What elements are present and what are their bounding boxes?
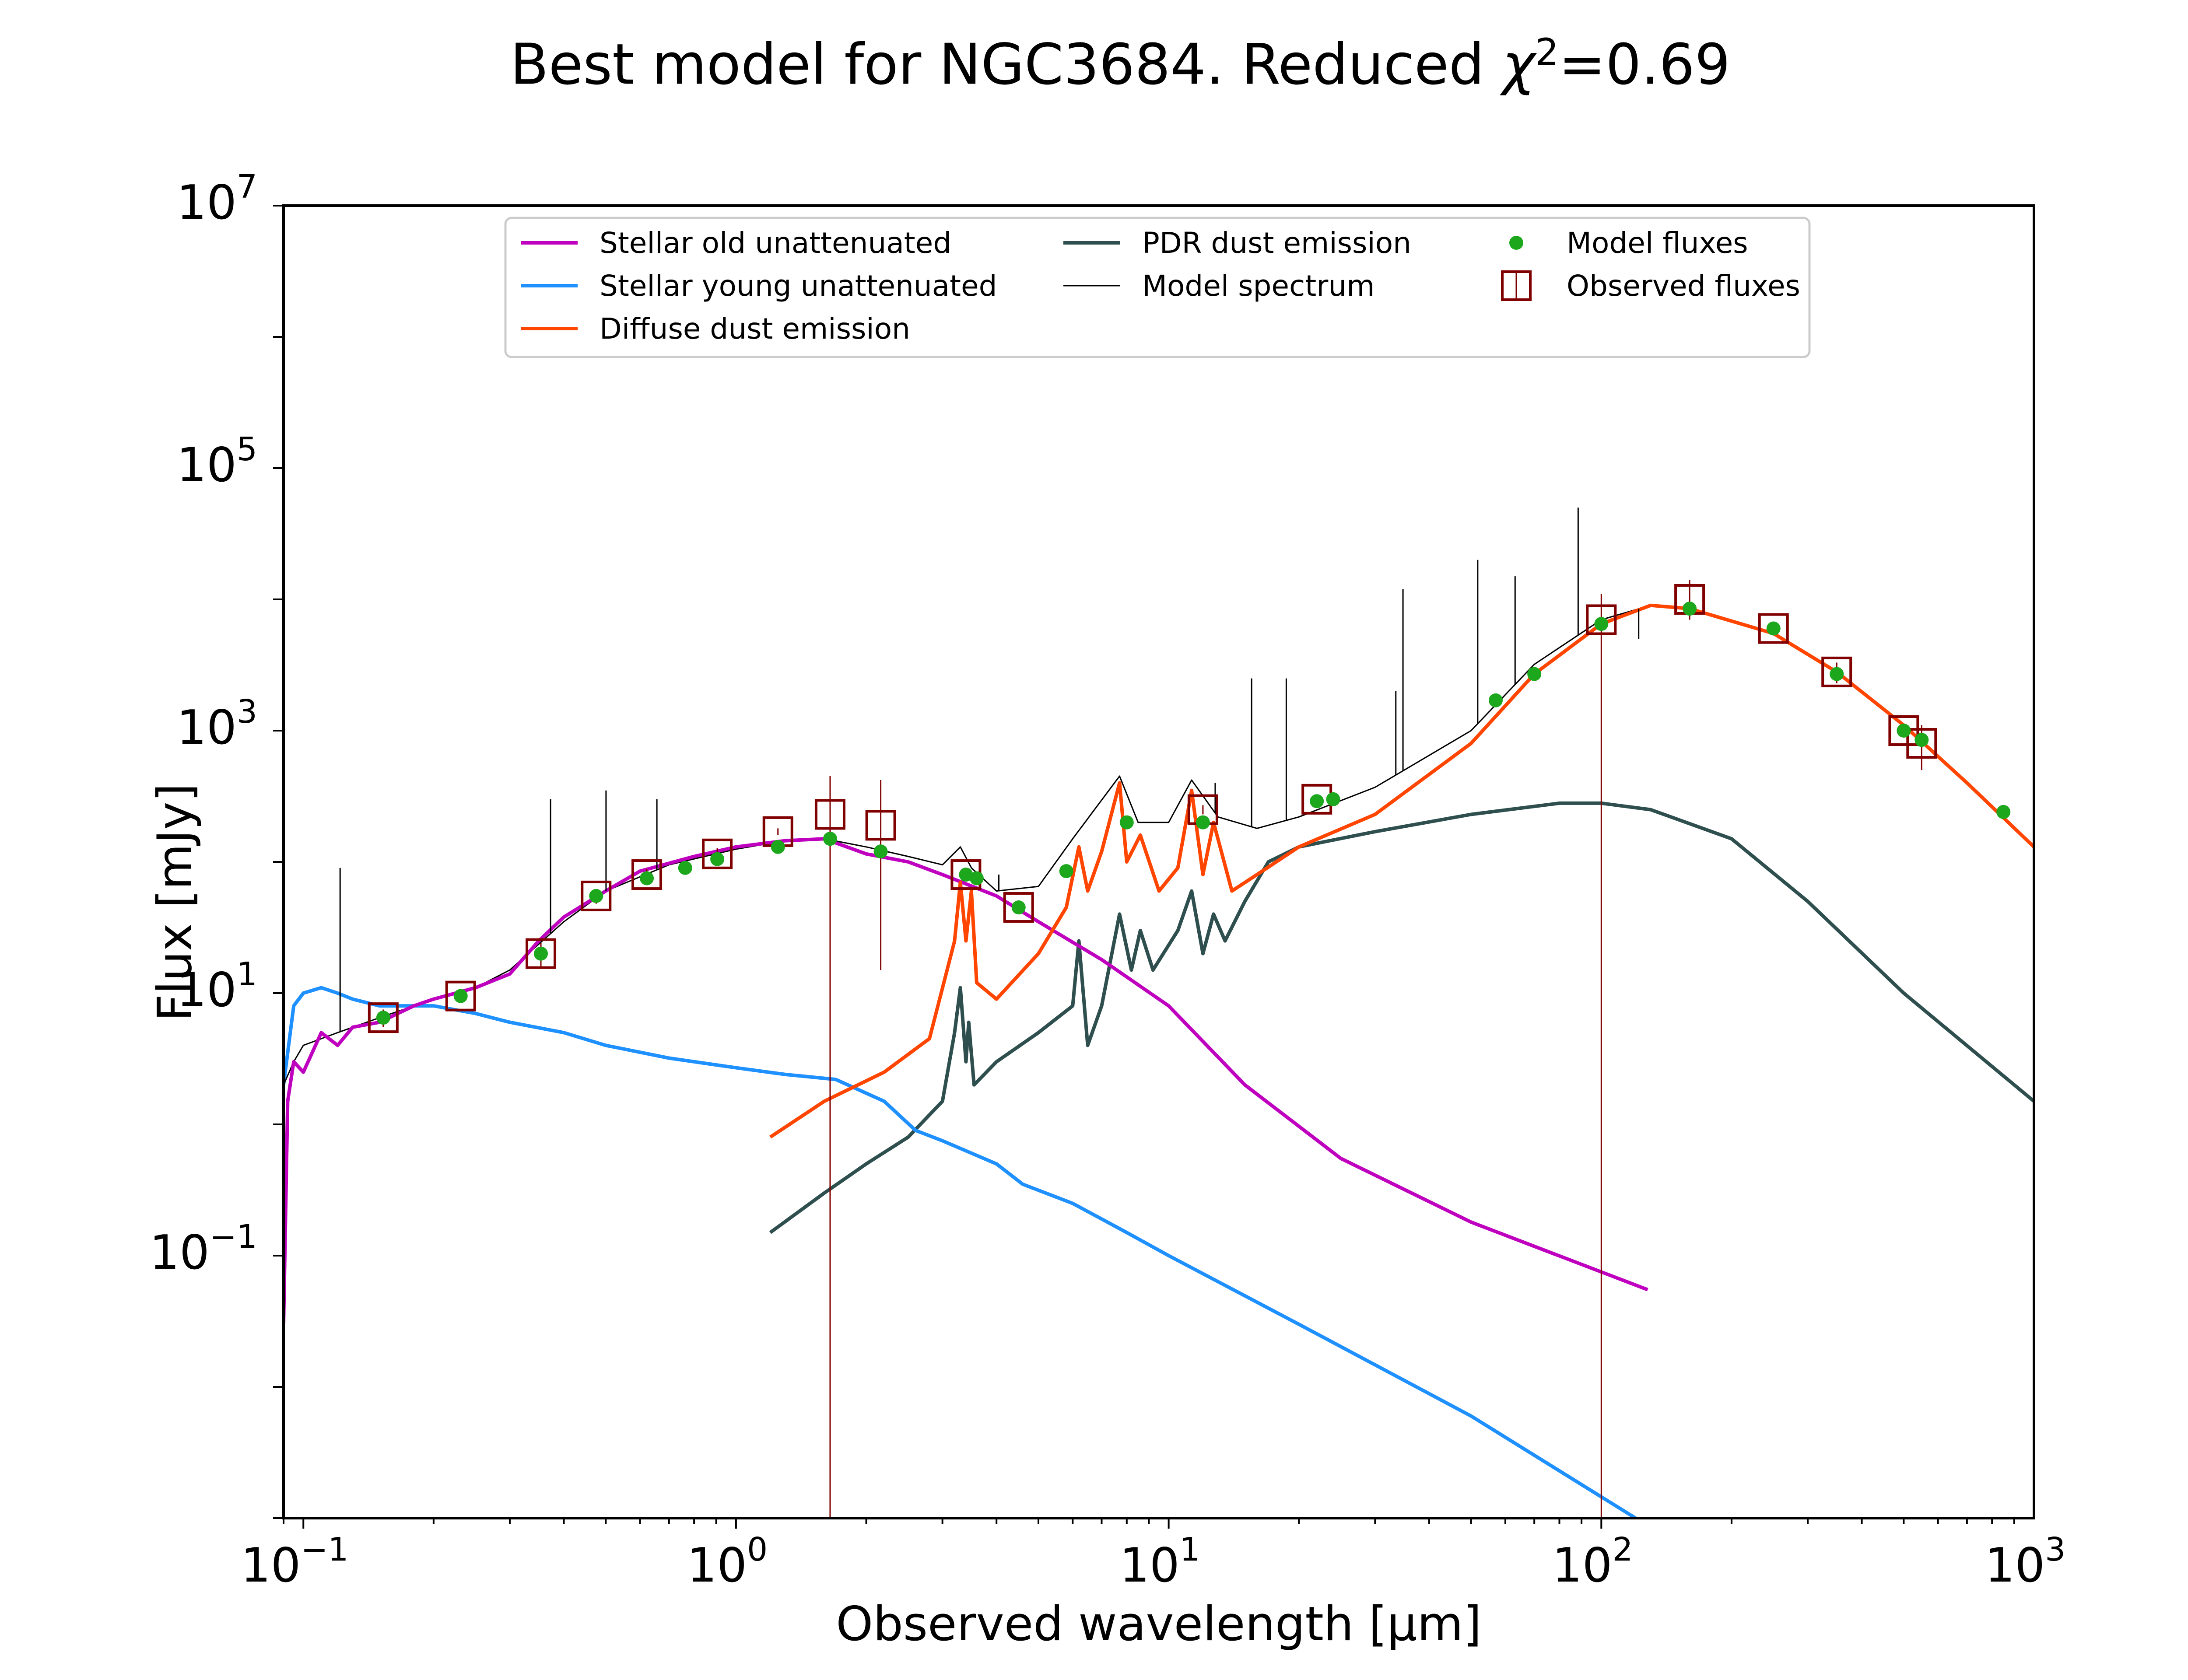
tick-label: 107 — [176, 168, 257, 230]
model-flux-marker — [640, 871, 654, 886]
axes-frame — [282, 204, 2035, 1519]
model-flux-marker — [823, 832, 837, 846]
chart-title: Best model for NGC3684. Reduced χ2=0.69 — [510, 31, 1731, 98]
model-flux-marker — [1059, 864, 1073, 878]
observed-flux-marker — [1758, 613, 1789, 644]
observed-flux-marker — [581, 880, 612, 911]
legend-label: Stellar old unattenuated — [600, 226, 951, 260]
model-flux-marker — [1119, 815, 1134, 830]
tick-label: 103 — [176, 693, 257, 755]
model-flux-marker — [710, 852, 725, 866]
tick-label: 10−1 — [241, 1531, 349, 1593]
tick-label: 103 — [1985, 1531, 2066, 1593]
model-flux-marker — [1326, 792, 1340, 806]
model-flux-marker — [1196, 815, 1210, 830]
model-flux-marker — [534, 946, 548, 961]
legend-label: PDR dust emission — [1142, 226, 1411, 260]
model-flux-marker — [1527, 667, 1542, 681]
observed-flux-marker — [445, 980, 476, 1012]
model-flux-marker — [453, 989, 468, 1003]
model-flux-marker — [1766, 621, 1781, 636]
observed-flux-marker — [1586, 604, 1617, 635]
model-flux-marker — [1914, 733, 1929, 747]
tick-label: 10−1 — [149, 1218, 257, 1280]
tick-label: 101 — [176, 956, 257, 1018]
observed-flux-marker — [1906, 728, 1937, 759]
legend-label: Observed fluxes — [1567, 269, 1800, 303]
legend-label: Model spectrum — [1142, 269, 1375, 303]
model-flux-marker — [678, 861, 692, 875]
observed-flux-marker — [865, 810, 896, 841]
legend-label: Diffuse dust emission — [600, 312, 910, 346]
tick-label: 101 — [1119, 1531, 1200, 1593]
model-flux-marker — [1897, 724, 1911, 738]
y-axis-label: Flux [mJy] — [147, 783, 203, 1022]
model-flux-marker — [873, 844, 888, 859]
tick-label: 100 — [687, 1531, 768, 1593]
tick-label: 102 — [1552, 1531, 1633, 1593]
observed-flux-marker — [1003, 892, 1034, 923]
series-line-stellar-young — [284, 986, 1637, 1518]
legend-label: Model fluxes — [1567, 226, 1748, 260]
model-flux-marker — [1996, 805, 2011, 819]
model-flux-marker — [1594, 617, 1609, 631]
model-flux-marker — [1011, 900, 1026, 915]
x-axis-label: Observed wavelength [μm] — [836, 1597, 1482, 1652]
model-flux-marker — [1830, 667, 1844, 681]
model-flux-marker — [969, 871, 984, 886]
observed-flux-marker — [1821, 656, 1852, 687]
observed-flux-marker — [368, 1002, 399, 1033]
model-flux-marker — [959, 868, 973, 882]
model-flux-marker — [771, 840, 785, 854]
tick-label: 105 — [176, 430, 257, 493]
model-flux-marker — [376, 1011, 390, 1025]
legend-swatch — [1509, 236, 1523, 250]
model-flux-marker — [1310, 794, 1324, 808]
observed-flux-marker — [526, 938, 557, 969]
series-line-model-spectrum — [284, 605, 2034, 1085]
series-line-pdr-dust — [769, 801, 2034, 1234]
model-flux-marker — [1488, 693, 1503, 707]
observed-flux-marker — [814, 799, 845, 830]
observed-flux-marker — [631, 859, 663, 890]
legend-label: Stellar young unattenuated — [600, 269, 997, 303]
model-flux-marker — [1683, 602, 1697, 616]
series-line-stellar-old — [284, 837, 1648, 1324]
observed-flux-marker — [702, 838, 733, 869]
model-flux-marker — [589, 889, 603, 903]
series-line-diffuse-dust — [769, 603, 2034, 1139]
legend-box — [504, 217, 1811, 358]
